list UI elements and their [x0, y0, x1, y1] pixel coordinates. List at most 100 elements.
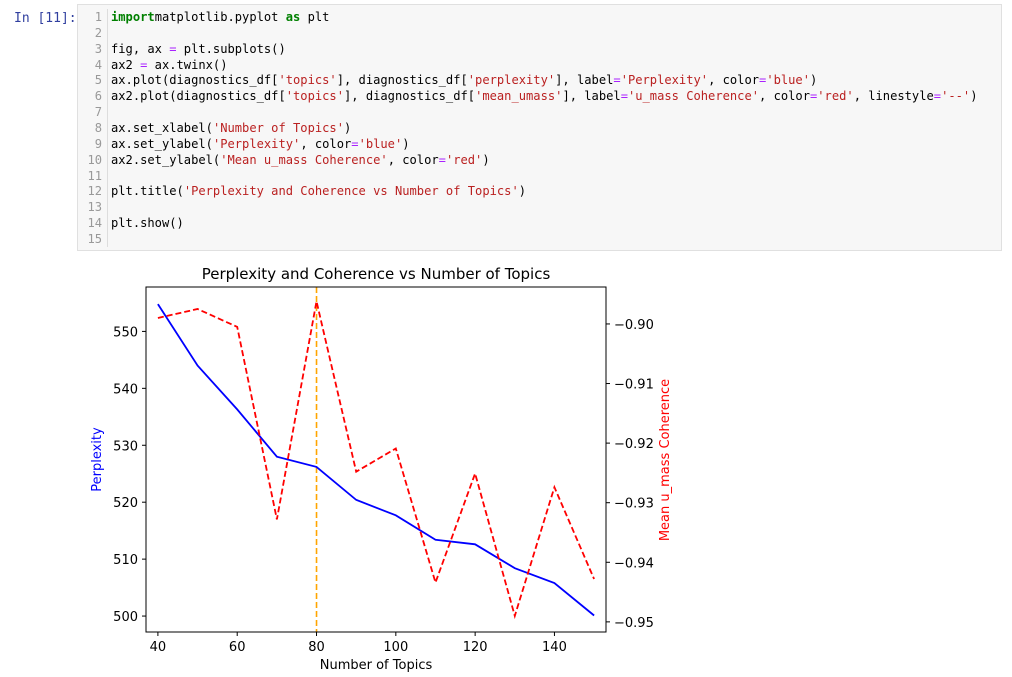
code-token: , color [387, 152, 439, 167]
code-token: plt [300, 10, 330, 24]
code-line: 14 plt.show() [78, 215, 184, 231]
line-number: 13 [87, 200, 102, 215]
line-number: 4 [94, 57, 102, 72]
code-line: 2 [78, 25, 111, 41]
perplexity-series-line [157, 303, 595, 617]
code-token: = [140, 57, 148, 72]
code-token: 'u_mass Coherence' [627, 89, 760, 104]
y-tick-label: 530 [113, 439, 138, 454]
code-token: ax.set_xlabel( [111, 120, 213, 135]
code-line: 8 ax.set_xlabel('Number of Topics') [78, 120, 352, 136]
y2-tick-label: −0.90 [614, 318, 654, 333]
code-token: = [933, 89, 942, 104]
x-axis-label: Number of Topics [320, 658, 433, 673]
code-token: , color [759, 89, 810, 104]
y-tick-label: 510 [113, 553, 138, 568]
code-line: 11 [78, 168, 111, 184]
y-tick-label: 550 [113, 325, 138, 340]
code-line: 3 fig, ax = plt.subplots() [78, 41, 286, 57]
code-token: ax.twinx() [147, 57, 228, 72]
code-token: ) [482, 152, 490, 167]
line-number: 6 [94, 89, 102, 104]
y2-tick-label: −0.94 [614, 556, 654, 571]
code-token: 'Perplexity' [212, 136, 301, 151]
code-token: = [759, 73, 767, 88]
code-token: ax.set_ylabel( [111, 136, 213, 151]
x-tick-label: 140 [542, 640, 567, 655]
code-token: plt.show() [111, 216, 184, 231]
code-token: , linestyle [853, 89, 934, 104]
x-tick-label: 120 [463, 640, 488, 655]
code-token: 'Number of Topics' [212, 120, 344, 135]
code-cell-editor[interactable]: 1 importmatplotlib.pyplot as plt 2 3 fig, ax… [77, 4, 1002, 251]
code-token: ) [518, 184, 527, 199]
y2-tick-label: −0.93 [614, 497, 654, 512]
code-line: 9 ax.set_ylabel('Perplexity', color='blue… [78, 136, 410, 152]
code-token: ) [344, 120, 352, 135]
y2-axis-label: Mean u_mass Coherence [658, 379, 673, 541]
code-token: , color [708, 73, 760, 88]
line-number: 12 [87, 184, 102, 199]
code-token: ax2 [111, 57, 141, 72]
code-token: ], diagnostics_df[ [336, 73, 468, 88]
code-token: ax2.plot(diagnostics_df[ [111, 89, 286, 104]
line-number: 5 [94, 73, 102, 88]
y-axis-label: Perplexity [90, 427, 105, 492]
line-number: 15 [87, 231, 102, 246]
x-tick-label: 100 [383, 640, 408, 655]
code-line: 10 ax2.set_ylabel('Mean u_mass Coherence'… [78, 152, 490, 168]
code-token: ) [810, 73, 818, 88]
code-token: 'topics' [278, 73, 337, 88]
code-token: matplotlib.pyplot [154, 10, 286, 24]
line-number: 2 [94, 25, 102, 40]
code-line: 13 [78, 199, 111, 215]
code-token: ], label [562, 89, 621, 104]
y-tick-label: 540 [113, 382, 138, 397]
x-tick-label: 60 [229, 640, 246, 655]
code-line: 12 plt.title('Perplexity and Coherence vs… [78, 183, 526, 199]
chart-title: Perplexity and Coherence vs Number of To… [202, 265, 551, 283]
line-number-gutter [107, 9, 108, 247]
code-token: ], label [555, 73, 614, 88]
code-token: 'blue' [358, 136, 403, 151]
code-token: 'Perplexity and Coherence vs Number of T… [183, 184, 519, 199]
code-token: , color [300, 136, 352, 151]
code-token: ax.plot(diagnostics_df[ [111, 73, 279, 88]
code-token: 'Perplexity' [620, 73, 709, 88]
line-number: 7 [94, 105, 102, 120]
code-token: 'red' [445, 152, 483, 167]
code-token: = [620, 89, 628, 104]
y2-tick-label: −0.92 [614, 437, 654, 452]
code-line: 6 ax2.plot(diagnostics_df['topics'], diag… [78, 88, 978, 104]
line-number: 1 [94, 10, 102, 24]
line-number: 14 [87, 216, 102, 231]
code-token: as [285, 10, 301, 24]
code-token: 'topics' [285, 89, 344, 104]
code-token: '--' [941, 89, 971, 104]
code-token: 'perplexity' [467, 73, 556, 88]
line-number: 11 [87, 168, 102, 183]
code-line: 5 ax.plot(diagnostics_df['topics'], diagn… [78, 72, 818, 88]
code-token: plt.title( [111, 184, 184, 199]
code-line: 15 [78, 231, 111, 247]
x-tick-label: 40 [150, 640, 167, 655]
code-line: 7 [78, 104, 111, 120]
y-tick-label: 520 [113, 496, 138, 511]
line-number: 3 [94, 41, 102, 56]
code-line: 4 ax2 = ax.twinx() [78, 57, 228, 73]
y2-tick-label: −0.95 [614, 616, 654, 631]
code-token: plt.subplots() [176, 41, 286, 56]
plot-frame [145, 286, 607, 633]
y-tick-label: 500 [113, 610, 138, 625]
code-token: import [111, 10, 155, 24]
code-token: ) [402, 136, 410, 151]
code-token: 'blue' [766, 73, 810, 88]
code-token: 'mean_umass' [475, 89, 563, 104]
line-number: 8 [94, 120, 102, 135]
code-line: 1 importmatplotlib.pyplot as plt [78, 9, 330, 25]
code-token: 'red' [817, 89, 854, 104]
code-token: ], diagnostics_df[ [344, 89, 476, 104]
code-token: = [351, 136, 359, 151]
cell-prompt: In [11]: [14, 11, 77, 26]
code-token: = [613, 73, 621, 88]
